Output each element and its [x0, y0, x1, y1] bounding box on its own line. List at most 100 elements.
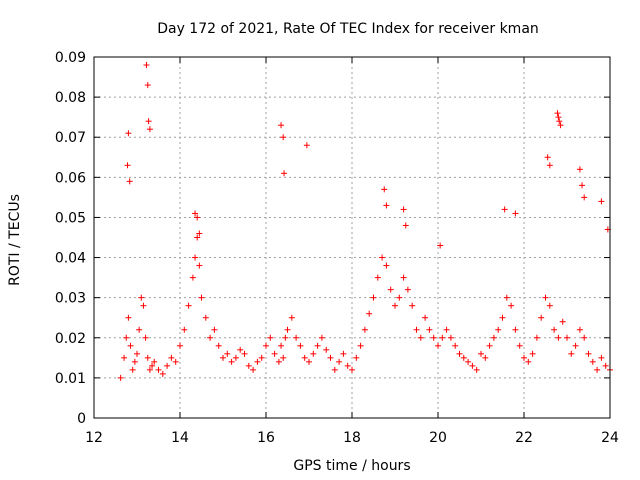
- data-point: [555, 334, 562, 341]
- y-tick-label: 0.07: [55, 130, 86, 146]
- y-tick-label: 0.08: [55, 90, 86, 106]
- data-point: [400, 206, 407, 213]
- data-point: [267, 334, 274, 341]
- data-point: [151, 358, 158, 365]
- data-point: [546, 162, 553, 169]
- data-point: [557, 122, 564, 129]
- data-point: [336, 358, 343, 365]
- x-axis-label: GPS time / hours: [293, 458, 410, 474]
- x-tick-label: 14: [171, 430, 189, 446]
- data-point: [196, 230, 203, 237]
- data-point: [310, 350, 317, 357]
- data-point: [228, 358, 235, 365]
- data-point: [196, 262, 203, 269]
- data-point: [140, 302, 147, 309]
- data-point: [181, 326, 188, 333]
- data-point: [490, 334, 497, 341]
- data-point: [327, 354, 334, 361]
- data-point: [254, 358, 261, 365]
- data-point: [495, 326, 502, 333]
- data-point: [516, 342, 523, 349]
- data-point: [447, 334, 454, 341]
- data-point: [192, 254, 199, 261]
- data-point: [349, 366, 355, 373]
- data-point: [409, 302, 416, 309]
- x-tick-label: 16: [257, 430, 275, 446]
- data-point: [413, 326, 420, 333]
- data-point: [460, 354, 467, 361]
- data-point: [241, 350, 248, 357]
- data-point: [576, 326, 583, 333]
- data-point: [357, 342, 364, 349]
- data-point: [439, 334, 446, 341]
- data-point: [301, 354, 308, 361]
- data-point: [282, 334, 289, 341]
- data-point: [144, 354, 151, 361]
- data-point: [250, 366, 257, 373]
- data-point: [275, 358, 282, 365]
- x-tick-label: 24: [601, 430, 619, 446]
- data-point: [589, 358, 596, 365]
- data-point: [437, 242, 444, 249]
- data-point: [353, 354, 360, 361]
- data-point: [542, 294, 549, 301]
- data-point: [508, 302, 515, 309]
- data-point: [220, 354, 226, 361]
- data-point: [465, 358, 472, 365]
- y-tick-label: 0.03: [55, 291, 86, 307]
- data-point: [177, 342, 183, 349]
- data-point: [123, 334, 130, 341]
- data-point: [581, 194, 588, 201]
- data-point: [379, 254, 386, 261]
- y-tick-label: 0.05: [55, 210, 86, 226]
- data-point: [486, 342, 493, 349]
- data-point: [572, 342, 579, 349]
- data-point: [159, 370, 166, 377]
- data-point: [361, 326, 368, 333]
- data-point: [443, 326, 450, 333]
- data-point: [207, 334, 214, 341]
- data-point: [383, 262, 390, 269]
- data-point: [172, 358, 179, 365]
- y-tick-label: 0: [77, 411, 86, 427]
- data-point: [126, 178, 133, 185]
- data-point: [278, 122, 285, 129]
- data-point: [306, 358, 312, 365]
- data-point: [422, 314, 429, 321]
- data-point: [129, 366, 136, 373]
- data-point: [194, 234, 201, 241]
- data-point: [598, 198, 605, 205]
- data-point: [473, 366, 480, 373]
- data-point: [538, 314, 545, 321]
- data-point: [366, 310, 373, 317]
- data-point: [155, 366, 162, 373]
- data-point: [143, 62, 150, 69]
- data-point: [602, 362, 609, 369]
- data-point: [499, 314, 506, 321]
- data-point: [211, 326, 218, 333]
- data-point: [121, 354, 128, 361]
- y-axis-label: ROTI / TECUs: [7, 194, 23, 286]
- data-point: [281, 170, 288, 177]
- data-point: [381, 186, 388, 193]
- data-point: [521, 354, 527, 361]
- data-point: [280, 134, 287, 141]
- grid-lines: [94, 57, 610, 418]
- data-point: [546, 302, 553, 309]
- data-point: [215, 342, 222, 349]
- data-point: [168, 354, 175, 361]
- data-point: [344, 362, 351, 369]
- data-point: [555, 114, 562, 121]
- data-point: [501, 206, 508, 213]
- data-point: [232, 354, 239, 361]
- y-tick-label: 0.09: [55, 50, 86, 66]
- data-point: [482, 354, 489, 361]
- data-point: [400, 274, 407, 281]
- data-point: [556, 118, 563, 125]
- data-point: [340, 350, 347, 357]
- data-point: [258, 354, 265, 361]
- data-point: [303, 142, 310, 149]
- data-point: [594, 366, 601, 373]
- data-point: [237, 346, 244, 353]
- y-tick-label: 0.06: [55, 170, 86, 186]
